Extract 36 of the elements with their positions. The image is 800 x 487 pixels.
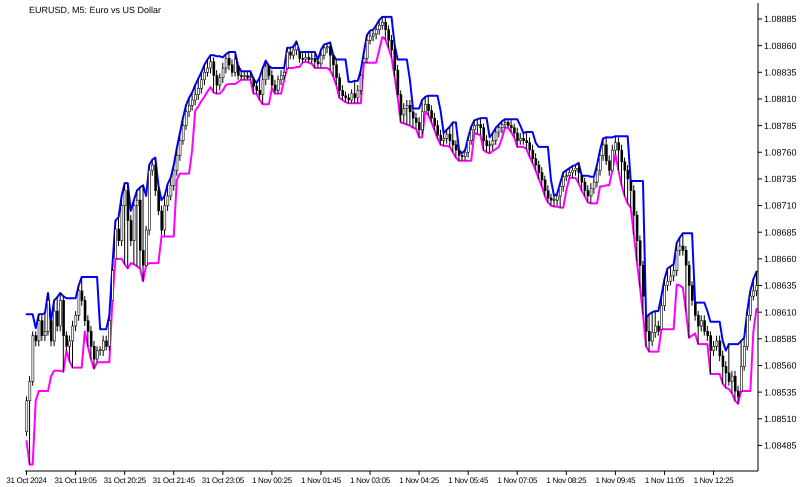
x-tick-label: 31 Oct 19:05 — [54, 476, 98, 485]
y-tick-label: 1.08485 — [764, 440, 797, 451]
x-tick-label: 1 Nov 12:25 — [694, 476, 734, 485]
line-series — [26, 16, 758, 352]
y-tick-label: 1.08885 — [764, 14, 797, 24]
x-tick-label: 31 Oct 23:05 — [202, 476, 245, 485]
y-tick-label: 1.08810 — [764, 94, 797, 104]
y-tick-label: 1.08760 — [764, 147, 797, 158]
y-tick-label: 1.08835 — [764, 67, 797, 78]
y-tick-label: 1.08710 — [764, 200, 797, 211]
x-tick-label: 1 Nov 09:45 — [595, 476, 636, 485]
x-tick-label: 31 Oct 21:45 — [152, 476, 196, 485]
y-tick-label: 1.08660 — [764, 254, 797, 264]
x-tick-label: 1 Nov 07:05 — [497, 476, 538, 485]
y-tick-label: 1.08535 — [764, 387, 797, 398]
y-tick-label: 1.08610 — [764, 307, 797, 318]
x-tick-label: 1 Nov 00:25 — [252, 476, 293, 485]
y-tick-label: 1.08560 — [764, 360, 797, 371]
x-tick-label: 1 Nov 03:05 — [350, 476, 391, 485]
x-tick-label: 1 Nov 11:05 — [644, 476, 685, 485]
line-series — [26, 36, 758, 466]
y-tick-label: 1.08735 — [764, 174, 797, 184]
x-tick-label: 31 Oct 20:25 — [104, 476, 147, 485]
y-tick-label: 1.08635 — [764, 280, 797, 291]
x-tick-label: 1 Nov 04:25 — [399, 476, 440, 485]
y-tick-label: 1.08510 — [764, 414, 797, 424]
y-tick-label: 1.08685 — [764, 227, 797, 238]
x-tick-label: 1 Nov 08:25 — [546, 476, 588, 485]
candlestick — [136, 190, 138, 266]
x-tick-label: 1 Nov 05:45 — [448, 476, 489, 485]
y-tick-label: 1.08860 — [764, 40, 797, 51]
y-tick-label: 1.08785 — [764, 120, 797, 131]
x-tick-label: 1 Nov 01:45 — [301, 476, 342, 485]
x-tick-label: 31 Oct 2024 — [6, 476, 48, 485]
y-tick-label: 1.08585 — [764, 334, 797, 344]
chart-title: EURUSD, M5: Euro vs US Dollar — [29, 5, 162, 15]
